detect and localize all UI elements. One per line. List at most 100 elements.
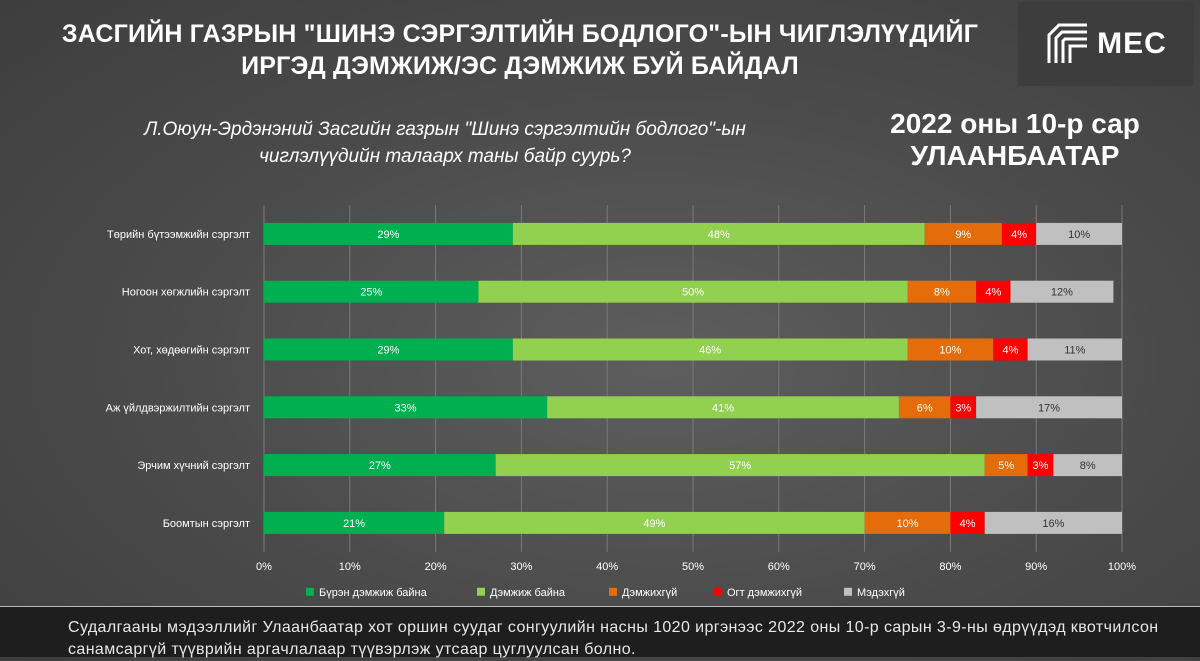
bar-segment: [976, 280, 1011, 303]
survey-period: 2022 оны 10-р сар УЛААНБААТАР: [850, 108, 1180, 172]
x-tick-label: 30%: [510, 561, 532, 573]
data-label: 10%: [939, 345, 961, 357]
bar-segment: [907, 338, 994, 361]
legend-label: Бүрэн дэмжиж байна: [319, 587, 428, 599]
bar-segment: [264, 222, 513, 245]
survey-question-line2: чиглэлүүдийн талаарх таны байр суурь?: [259, 146, 631, 167]
mec-logo: MEC: [1018, 2, 1194, 86]
data-label: 5%: [998, 460, 1014, 472]
bar-segment: [1027, 454, 1054, 477]
data-label: 8%: [934, 287, 950, 299]
category-label: Төрийн бүтээмжийн сэргэлт: [107, 229, 250, 241]
legend-swatch: [609, 587, 617, 596]
category-label: Боомтын сэргэлт: [163, 518, 250, 530]
legend-label: Огт дэмжихгүй: [727, 587, 802, 599]
bar-segment: [907, 280, 977, 303]
data-label: 4%: [960, 518, 976, 530]
data-label: 6%: [917, 402, 933, 414]
footer: Судалгааны мэдээллийг Улаанбаатар хот ор…: [0, 606, 1200, 658]
bar-segment: [264, 280, 479, 303]
mec-logo-text: MEC: [1097, 27, 1167, 60]
legend-swatch: [306, 587, 314, 596]
data-label: 11%: [1064, 345, 1085, 357]
survey-period-date: 2022 оны 10-р сар: [890, 108, 1140, 139]
bar-segment: [1010, 280, 1114, 303]
x-tick-label: 60%: [768, 561, 790, 573]
stacked-bar-chart: 0% 10% 20% 30% 40% 50% 60% 70% 80% 90% 100% Төрийн …: [106, 205, 1136, 599]
bar-segment: [976, 396, 1122, 419]
bar-segment: [898, 396, 951, 419]
bar-segment: [950, 511, 985, 534]
data-label: 48%: [708, 229, 730, 241]
legend-swatch: [714, 587, 722, 596]
legend-label: Мэдэхгүй: [857, 587, 905, 599]
data-label: 16%: [1042, 518, 1064, 530]
x-tick-label: 100%: [1108, 561, 1136, 573]
bar-segment: [1027, 338, 1122, 361]
x-tick-label: 20%: [425, 561, 447, 573]
data-label: 4%: [1003, 345, 1019, 357]
bar-segment: [512, 338, 908, 361]
data-label: 4%: [985, 287, 1001, 299]
data-label: 29%: [377, 345, 399, 357]
legend-label: Дэмжиж байна: [490, 587, 566, 599]
x-tick-label: 10%: [339, 561, 361, 573]
data-label: 57%: [729, 460, 751, 472]
bar-segment: [1036, 222, 1122, 245]
category-label: Эрчим хүчний сэргэлт: [137, 460, 250, 472]
category-label: Хот, хөдөөгийн сэргэлт: [133, 345, 250, 357]
data-label: 9%: [955, 229, 971, 241]
bar-segment: [924, 222, 1002, 245]
bar-segment: [478, 280, 908, 303]
data-label: 3%: [1033, 460, 1049, 472]
methodology-note: Судалгааны мэдээллийг Улаанбаатар хот ор…: [68, 619, 1159, 658]
bar-segment: [1053, 454, 1122, 477]
data-label: 3%: [955, 402, 971, 414]
data-label: 17%: [1038, 402, 1060, 414]
x-tick-label: 70%: [854, 561, 876, 573]
data-label: 33%: [395, 402, 417, 414]
bar-segment: [864, 511, 951, 534]
data-label: 21%: [343, 518, 365, 530]
bar-segment: [495, 454, 985, 477]
x-tick-label: 50%: [682, 561, 704, 573]
x-tick-label: 80%: [939, 561, 961, 573]
survey-period-location: УЛААНБААТАР: [910, 140, 1120, 171]
data-label: 41%: [712, 402, 734, 414]
legend-swatch: [477, 587, 485, 596]
bar-segment: [1001, 222, 1037, 245]
data-label: 50%: [682, 287, 704, 299]
bar-segment: [512, 222, 925, 245]
bar-segment: [993, 338, 1028, 361]
legend-label: Дэмжихгүй: [622, 587, 677, 599]
data-label: 12%: [1051, 287, 1073, 299]
page-title: ЗАСГИЙН ГАЗРЫН "ШИНЭ СЭРГЭЛТИЙН БОДЛОГО"…: [40, 18, 1000, 82]
data-label: 49%: [643, 518, 665, 530]
bar-segment: [264, 511, 445, 534]
category-label: Ногоон хөгжлийн сэргэлт: [122, 287, 250, 299]
data-label: 46%: [699, 345, 721, 357]
mec-logo-icon: [1047, 23, 1088, 63]
data-label: 10%: [896, 518, 918, 530]
category-label: Аж үйлдвэржилтийн сэргэлт: [106, 402, 250, 414]
bar-segment: [984, 511, 1122, 534]
data-label: 25%: [360, 287, 382, 299]
bar-segment: [264, 454, 496, 477]
bar-segment: [950, 396, 977, 419]
bar-segment: [547, 396, 899, 419]
x-tick-label: 0%: [256, 561, 272, 573]
x-tick-label: 90%: [1025, 561, 1047, 573]
bar-segment: [984, 454, 1028, 477]
data-label: 4%: [1011, 229, 1027, 241]
page-title-line2: ИРГЭД ДЭМЖИЖ/ЭС ДЭМЖИЖ БУЙ БАЙДАЛ: [241, 52, 799, 80]
data-label: 27%: [369, 460, 391, 472]
legend-swatch: [844, 587, 852, 596]
bar-segment: [444, 511, 865, 534]
page-title-line1: ЗАСГИЙН ГАЗРЫН "ШИНЭ СЭРГЭЛТИЙН БОДЛОГО"…: [61, 20, 979, 48]
x-tick-label: 40%: [596, 561, 618, 573]
data-label: 10%: [1068, 229, 1090, 241]
bar-segment: [264, 396, 548, 419]
data-label: 29%: [377, 229, 399, 241]
survey-question-line1: Л.Оюун-Эрдэнэний Засгийн газрын "Шинэ сэ…: [144, 119, 746, 140]
survey-question: Л.Оюун-Эрдэнэний Засгийн газрын "Шинэ сэ…: [55, 116, 835, 170]
